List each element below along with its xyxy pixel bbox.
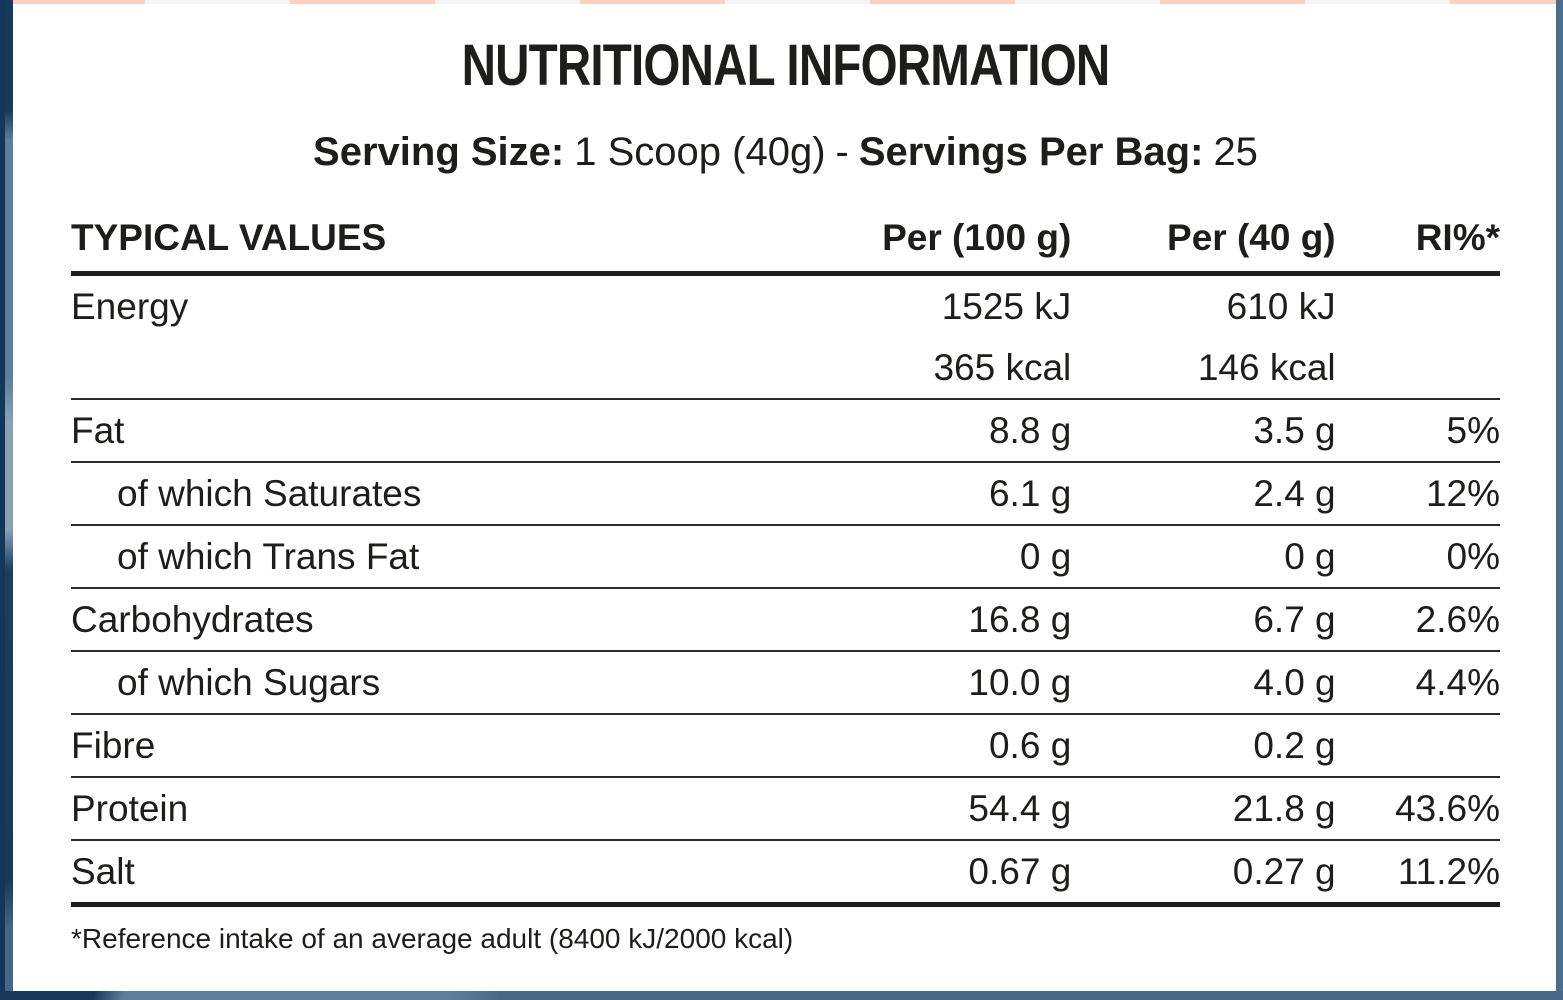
row-per40: 3.5 g <box>1071 399 1336 464</box>
table-row-fibre: Fibre 0.6 g 0.2 g <box>71 714 1500 779</box>
row-per100: 10.0 g <box>759 651 1072 716</box>
row-per40: 21.8 g <box>1071 777 1336 842</box>
row-per40: 6.7 g <box>1071 588 1336 653</box>
row-ri: 4.4% <box>1335 651 1500 716</box>
row-name: of which Trans Fat <box>71 525 760 590</box>
row-per100: 16.8 g <box>759 588 1072 653</box>
background-right-edge <box>1556 0 1563 1000</box>
header-per-100g: Per (100 g) <box>759 217 1072 277</box>
row-ri: 11.2% <box>1335 840 1500 908</box>
row-per100: 0.6 g <box>759 714 1072 779</box>
header-typical-values: TYPICAL VALUES <box>71 217 760 277</box>
row-per40: 0.2 g <box>1071 714 1336 779</box>
table-header-row: TYPICAL VALUES Per (100 g) Per (40 g) RI… <box>71 217 1500 277</box>
row-ri <box>1336 274 1500 338</box>
table-row-protein: Protein 54.4 g 21.8 g 43.6% <box>71 777 1500 842</box>
servings-per-bag-label: Servings Per Bag: <box>858 129 1204 174</box>
row-name: Energy <box>71 286 189 328</box>
serving-dash: - <box>835 129 849 174</box>
serving-info: Serving Size: 1 Scoop (40g) - Servings Per … <box>71 128 1500 176</box>
row-per40: 610 kJ <box>1226 286 1336 328</box>
row-per40: 146 kcal <box>1071 337 1336 401</box>
background-bottom-edge <box>0 991 1563 1000</box>
table-row-trans-fat: of which Trans Fat 0 g 0 g 0% <box>71 525 1500 590</box>
row-ri <box>1335 714 1500 779</box>
table-row-saturates: of which Saturates 6.1 g 2.4 g 12% <box>71 462 1500 527</box>
row-name: Carbohydrates <box>71 588 760 653</box>
page-title: NUTRITIONAL INFORMATION <box>461 33 1111 98</box>
row-name: of which Saturates <box>71 462 760 527</box>
row-per40: 2.4 g <box>1071 462 1336 527</box>
row-per100: 8.8 g <box>759 399 1072 464</box>
row-per40: 4.0 g <box>1071 651 1336 716</box>
servings-per-bag-value: 25 <box>1213 129 1258 174</box>
row-per100: 0 g <box>759 525 1072 590</box>
background-top-strip <box>0 0 1563 4</box>
row-per100: 1525 kJ <box>941 286 1072 328</box>
row-per100: 0.67 g <box>759 840 1072 908</box>
row-ri: 12% <box>1335 462 1500 527</box>
label-card: NUTRITIONAL INFORMATION Serving Size: 1 S… <box>13 4 1556 991</box>
row-per100: 365 kcal <box>759 337 1072 401</box>
row-per40: 0.27 g <box>1071 840 1336 908</box>
row-per40: 0 g <box>1071 525 1336 590</box>
row-name: Salt <box>71 840 760 908</box>
row-per100: 54.4 g <box>759 777 1072 842</box>
serving-size-value: 1 Scoop (40g) <box>574 129 826 174</box>
table-row-energy-kcal: 365 kcal 146 kcal <box>71 337 1500 401</box>
background-left-edge-light <box>5 0 13 1000</box>
row-ri: 2.6% <box>1335 588 1500 653</box>
reference-intake-footnote: *Reference intake of an average adult (8… <box>71 923 794 955</box>
row-ri: 5% <box>1335 399 1500 464</box>
header-per-40g: Per (40 g) <box>1071 217 1336 277</box>
row-name: of which Sugars <box>71 651 760 716</box>
table-row-energy-kj: Energy 1525 kJ 610 kJ <box>71 274 1500 338</box>
table-row-sugars: of which Sugars 10.0 g 4.0 g 4.4% <box>71 651 1500 716</box>
row-name: Fibre <box>71 714 760 779</box>
row-ri <box>1335 337 1500 401</box>
background-left-edge-dark <box>0 0 5 1000</box>
nutrition-table: TYPICAL VALUES Per (100 g) Per (40 g) RI… <box>71 217 1500 908</box>
row-name: Protein <box>71 777 760 842</box>
row-name: Fat <box>71 399 760 464</box>
table-row-salt: Salt 0.67 g 0.27 g 11.2% <box>71 840 1500 908</box>
row-ri: 0% <box>1335 525 1500 590</box>
row-per100: 6.1 g <box>759 462 1072 527</box>
serving-size-label: Serving Size: <box>313 129 565 174</box>
table-row-carbohydrates: Carbohydrates 16.8 g 6.7 g 2.6% <box>71 588 1500 653</box>
row-name <box>71 337 760 401</box>
table-row-fat: Fat 8.8 g 3.5 g 5% <box>71 399 1500 464</box>
header-ri-percent: RI%* <box>1335 217 1500 277</box>
row-ri: 43.6% <box>1335 777 1500 842</box>
